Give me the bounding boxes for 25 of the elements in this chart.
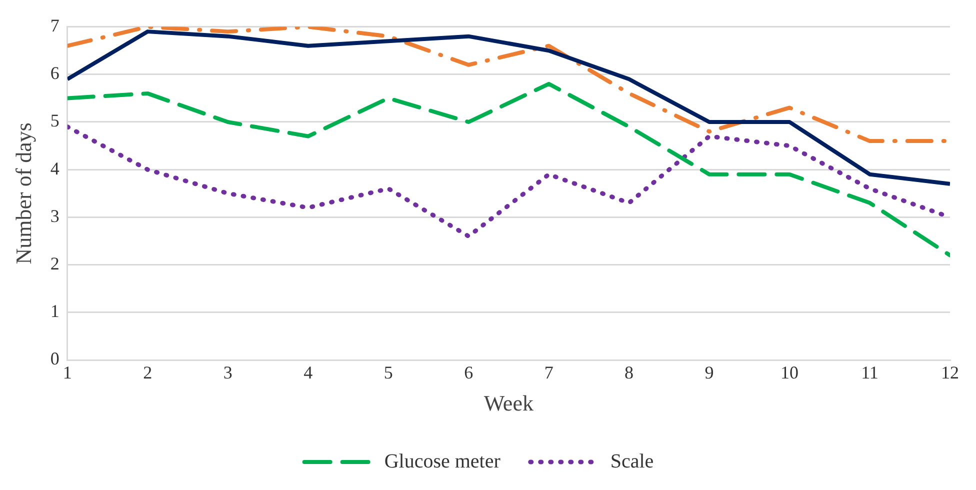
x-tick-label: 3 [223, 362, 232, 383]
x-tick-label: 2 [143, 362, 152, 383]
x-tick-label: 4 [304, 362, 313, 383]
line-series [67, 82, 950, 258]
x-tick-label: 7 [544, 362, 554, 383]
x-tick-label: 1 [62, 362, 72, 383]
x-tick-label: 10 [780, 362, 799, 383]
legend-label: Glucose meter [384, 450, 501, 472]
y-tick-label: 7 [50, 16, 60, 36]
y-tick-label: 6 [50, 63, 60, 84]
legend-label: Scale [610, 450, 654, 472]
x-tick-label: 8 [624, 362, 634, 383]
y-axis-title: Number of days [10, 122, 36, 264]
x-tick-label: 5 [384, 362, 393, 383]
y-tick-label: 3 [50, 206, 60, 226]
x-tick-label: 12 [941, 362, 959, 383]
x-tick-label: 11 [861, 362, 878, 383]
x-tick-label: 6 [464, 362, 474, 383]
x-axis-title: Week [484, 390, 534, 416]
x-tick-label: 9 [704, 362, 714, 383]
y-tick-label: 2 [50, 254, 60, 274]
y-tick-label: 0 [50, 348, 60, 369]
y-tick-label: 5 [50, 110, 60, 131]
y-tick-label: 1 [50, 301, 60, 322]
y-tick-label: 4 [50, 158, 60, 178]
